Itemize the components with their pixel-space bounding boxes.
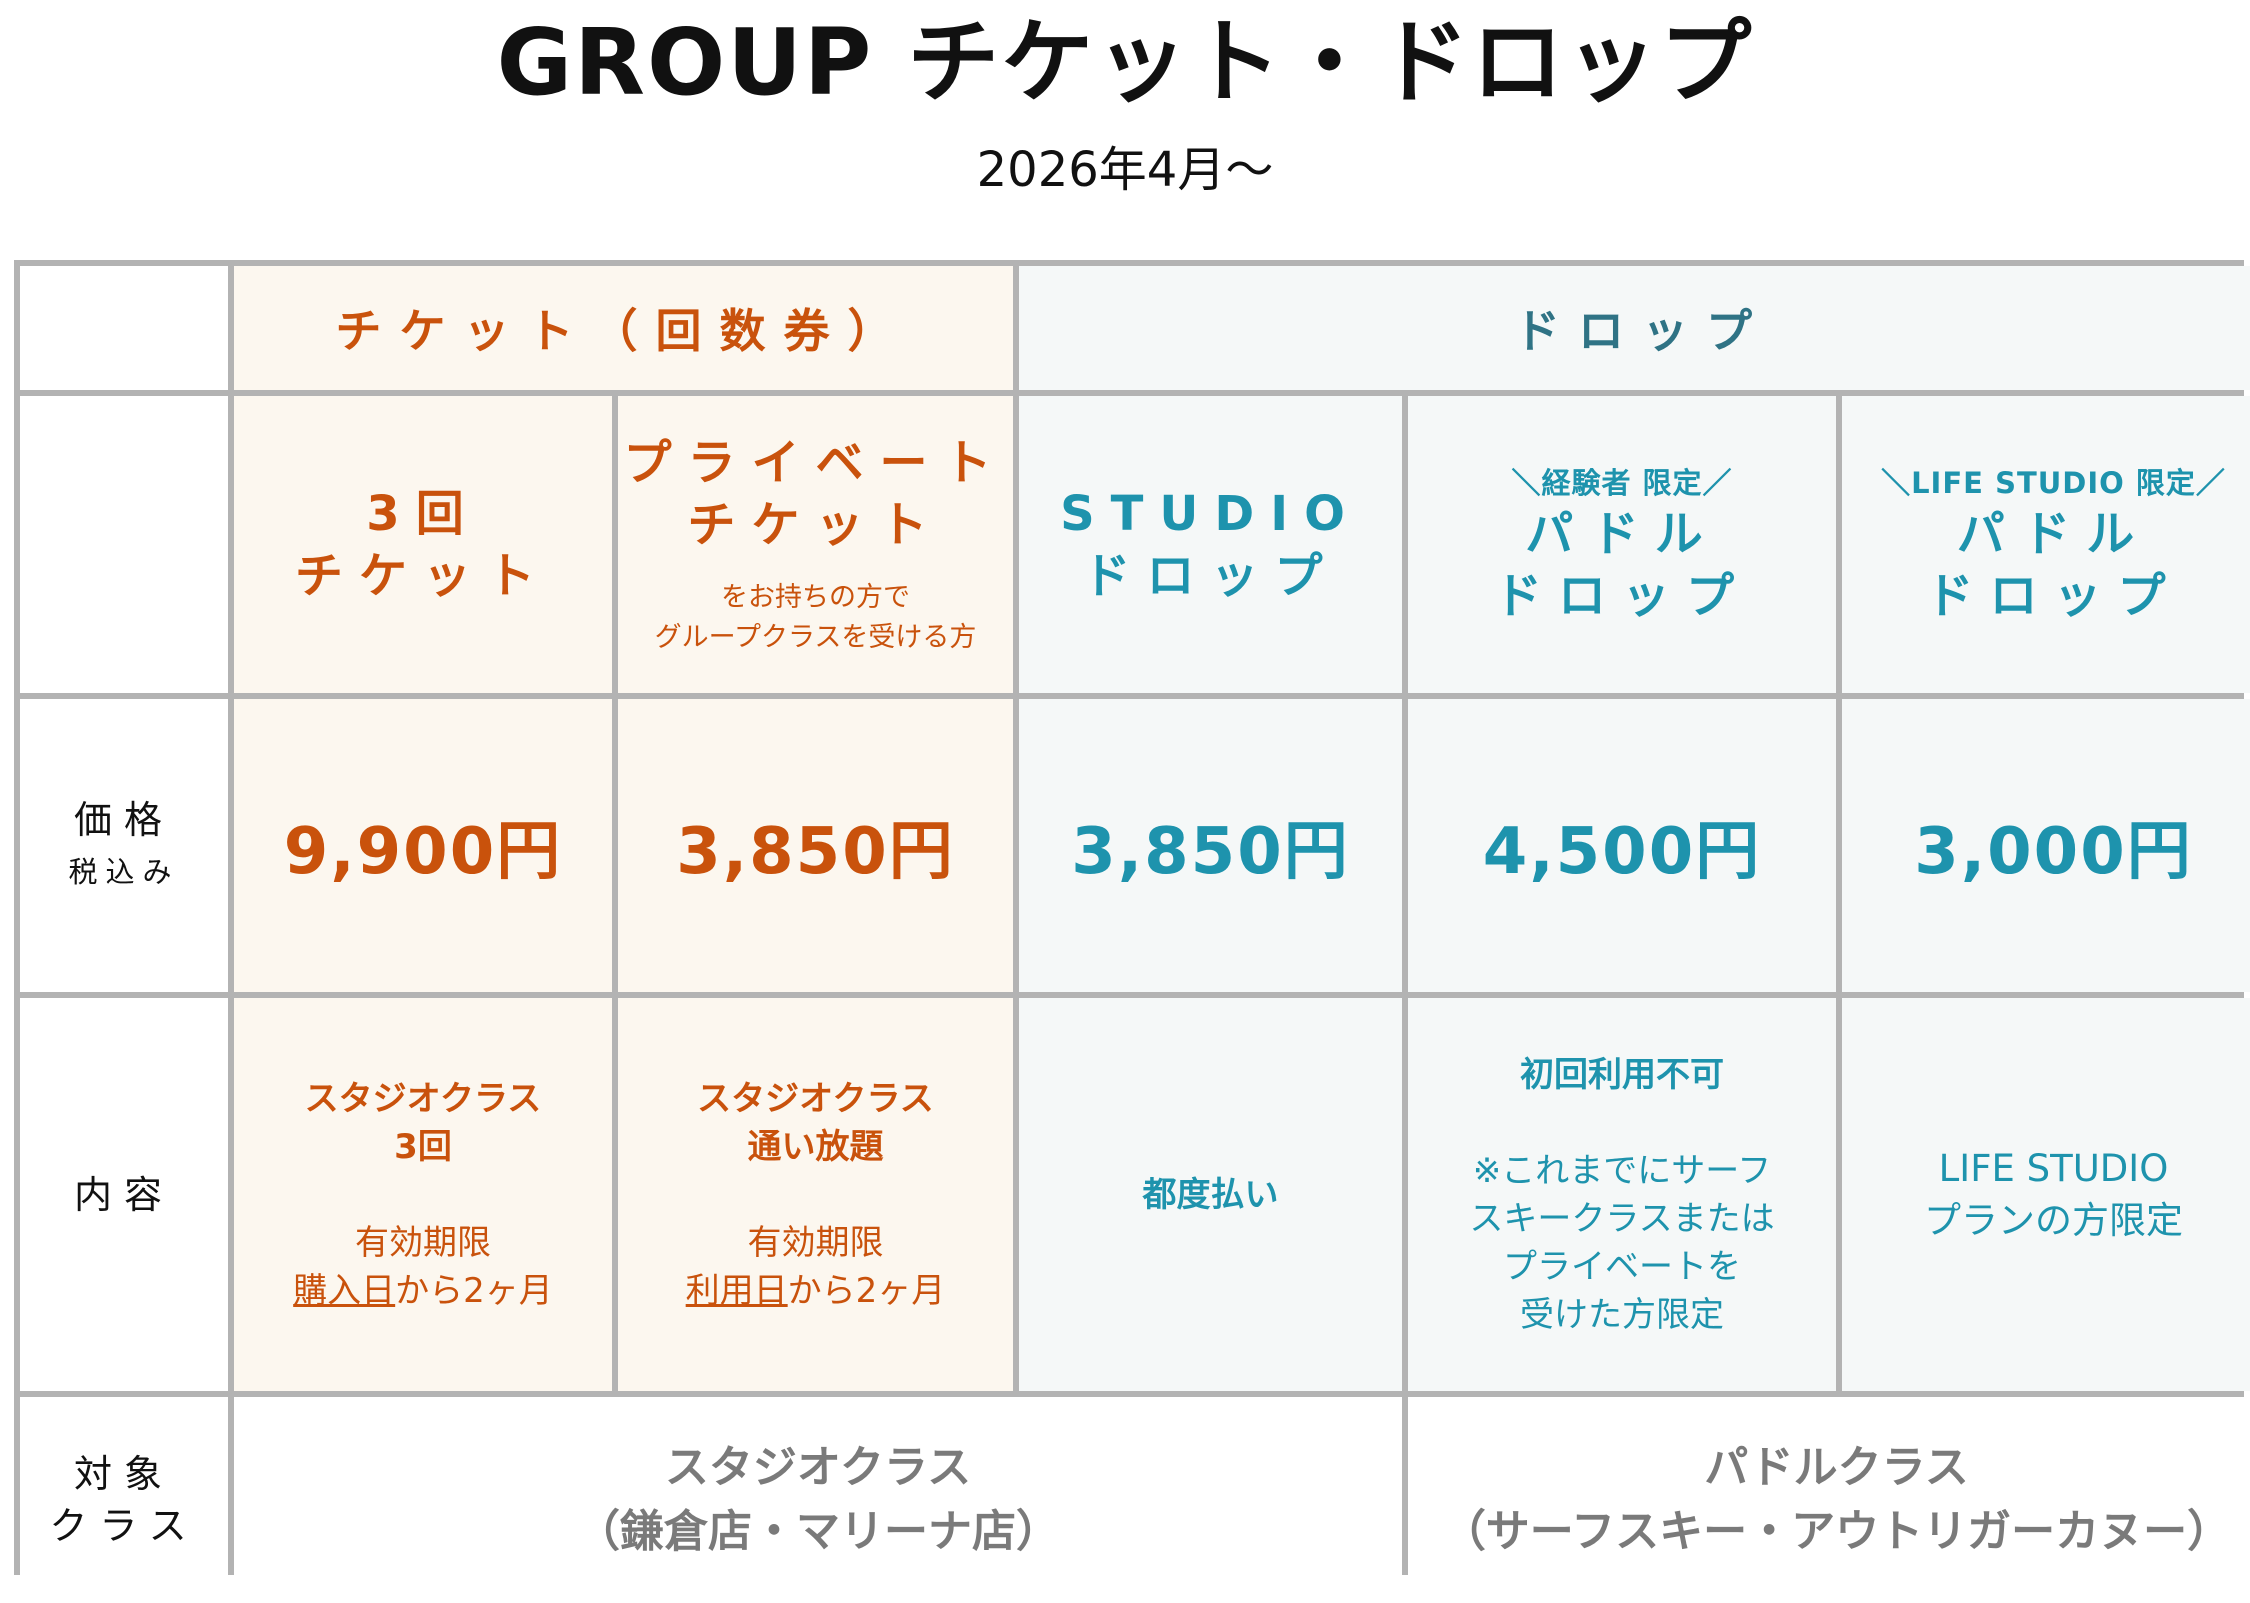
target-line2: （鎌倉店・マリーナ店） bbox=[576, 1506, 1060, 1557]
corner-cell bbox=[20, 266, 228, 390]
product-paddle-drop-experienced: ＼経験者 限定／ パドル ドロップ bbox=[1408, 396, 1836, 693]
product-name-line2: チケット bbox=[687, 496, 944, 553]
product-name-line2: ドロップ bbox=[1082, 547, 1339, 604]
target-studio-class: スタジオクラス （鎌倉店・マリーナ店） bbox=[234, 1397, 1402, 1603]
content-line: スタジオクラス bbox=[304, 1078, 542, 1119]
target-paddle-class: パドルクラス （サーフスキー・アウトリガーカヌー） bbox=[1408, 1397, 2250, 1603]
price-cell: 9,900円 bbox=[234, 699, 612, 992]
content-line: LIFE STUDIO bbox=[1938, 1146, 2169, 1190]
validity-rest: から2ヶ月 bbox=[395, 1270, 553, 1311]
content-line: 通い放題 bbox=[747, 1126, 884, 1167]
target-label-line2: クラス bbox=[49, 1504, 199, 1548]
product-note-line1: をお持ちの方で bbox=[721, 581, 910, 613]
target-row-label: 対象 クラス bbox=[20, 1397, 228, 1603]
content-cell: 都度払い bbox=[1019, 998, 1402, 1391]
drop-header: ドロップ bbox=[1019, 266, 2250, 390]
price-label-sub: 税込み bbox=[68, 854, 180, 889]
product-prefix: ＼経験者 限定／ bbox=[1511, 465, 1733, 500]
product-paddle-drop-life-studio: ＼LIFE STUDIO 限定／ パドル ドロップ bbox=[1842, 396, 2250, 693]
content-cell: スタジオクラス 通い放題 有効期限 利用日から2ヶ月 bbox=[618, 998, 1013, 1391]
product-name-line1: STUDIO bbox=[1060, 485, 1361, 542]
content-line: プランの方限定 bbox=[1924, 1198, 2183, 1242]
content-cell: 初回利用不可 ※これまでにサーフ スキークラスまたは プライベートを 受けた方限… bbox=[1408, 998, 1836, 1391]
product-name-line1: 3回 bbox=[366, 485, 480, 542]
pricing-table: チケット（回数券） ドロップ 3回 チケット プライベート チケット をお持ちの… bbox=[14, 260, 2250, 1603]
content-line: ※これまでにサーフ bbox=[1472, 1150, 1772, 1191]
price-cell: 4,500円 bbox=[1408, 699, 1836, 992]
target-line1: スタジオクラス bbox=[664, 1442, 972, 1493]
content-line: 購入日から2ヶ月 bbox=[293, 1267, 553, 1315]
product-prefix: ＼LIFE STUDIO 限定／ bbox=[1881, 465, 2226, 500]
price-cell: 3,850円 bbox=[618, 699, 1013, 992]
target-label-line1: 対象 bbox=[73, 1452, 174, 1496]
product-studio-drop: STUDIO ドロップ bbox=[1019, 396, 1402, 693]
content-cell: LIFE STUDIO プランの方限定 bbox=[1842, 998, 2250, 1391]
product-note: をお持ちの方で グループクラスを受ける方 bbox=[655, 578, 977, 658]
content-line: 受けた方限定 bbox=[1520, 1294, 1724, 1335]
content-cell: スタジオクラス 3回 有効期限 購入日から2ヶ月 bbox=[234, 998, 612, 1391]
content-line: 有効期限 bbox=[747, 1222, 884, 1263]
price-cell: 3,850円 bbox=[1019, 699, 1402, 992]
content-line: 3回 bbox=[394, 1126, 452, 1167]
product-name-line1: パドル bbox=[1525, 505, 1719, 562]
validity-start-underlined: 利用日 bbox=[685, 1270, 788, 1311]
product-name-line2: ドロップ bbox=[1925, 567, 2182, 624]
product-name-line2: ドロップ bbox=[1493, 567, 1750, 624]
validity-rest: から2ヶ月 bbox=[787, 1270, 946, 1311]
price-row-label: 価格 税込み bbox=[20, 699, 228, 992]
product-note-line2: グループクラスを受ける方 bbox=[654, 621, 977, 653]
content-line: プライベートを bbox=[1503, 1246, 1741, 1287]
ticket-header: チケット（回数券） bbox=[234, 266, 1013, 390]
content-line: 有効期限 bbox=[355, 1222, 491, 1263]
target-line1: パドルクラス bbox=[1704, 1442, 1969, 1493]
content-line: スタジオクラス bbox=[697, 1078, 934, 1119]
product-label-cell bbox=[20, 396, 228, 693]
product-3-ticket: 3回 チケット bbox=[234, 396, 612, 693]
price-cell: 3,000円 bbox=[1842, 699, 2250, 992]
price-label-main: 価格 bbox=[73, 797, 174, 842]
product-private-ticket: プライベート チケット をお持ちの方で グループクラスを受ける方 bbox=[618, 396, 1013, 693]
page-subtitle: 2026年4月〜 bbox=[976, 142, 1274, 198]
page-title: GROUP チケット・ドロップ bbox=[496, 9, 1754, 116]
content-line: 都度払い bbox=[1142, 1174, 1279, 1215]
target-line2: （サーフスキー・アウトリガーカヌー） bbox=[1441, 1506, 2232, 1557]
content-line: スキークラスまたは bbox=[1469, 1198, 1775, 1239]
product-name-line1: パドル bbox=[1956, 505, 2151, 562]
validity-start-underlined: 購入日 bbox=[293, 1270, 396, 1311]
product-name-line2: チケット bbox=[294, 547, 551, 604]
content-line: 利用日から2ヶ月 bbox=[686, 1267, 946, 1315]
content-row-label: 内容 bbox=[20, 998, 228, 1391]
content-line: 初回利用不可 bbox=[1520, 1054, 1724, 1095]
product-name-line1: プライベート bbox=[623, 434, 1008, 491]
